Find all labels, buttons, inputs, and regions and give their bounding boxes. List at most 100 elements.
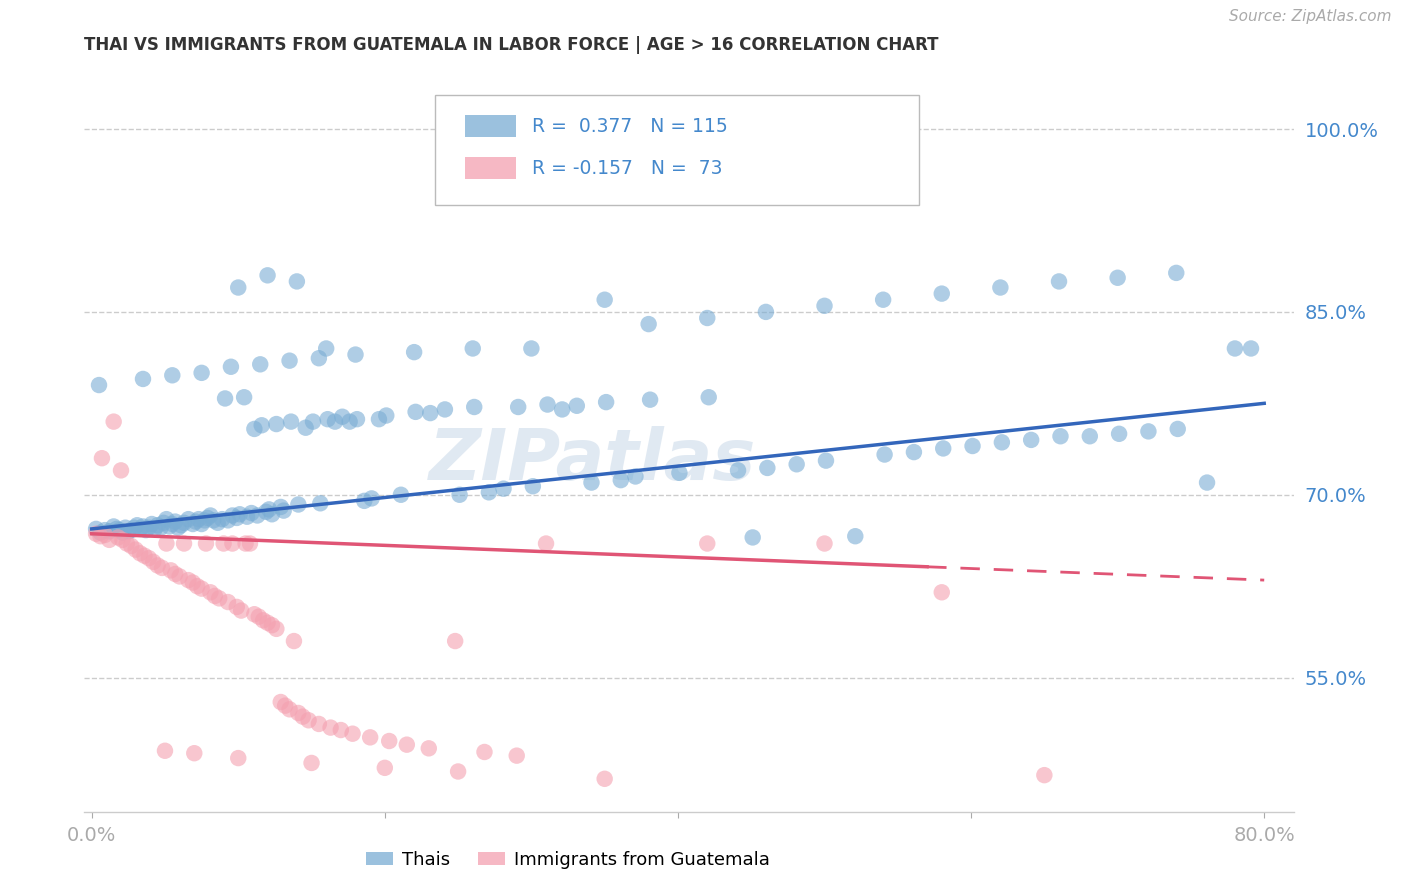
Point <box>346 412 368 426</box>
Point <box>207 516 229 530</box>
Point <box>228 508 250 522</box>
Point <box>474 745 496 759</box>
Point <box>219 359 242 374</box>
Point <box>110 463 132 477</box>
Point <box>254 505 277 519</box>
Point <box>931 286 953 301</box>
Point <box>239 536 262 550</box>
Point <box>214 392 236 406</box>
Point <box>94 528 117 542</box>
Point <box>1195 475 1218 490</box>
Point <box>240 506 263 520</box>
Point <box>316 412 339 426</box>
Point <box>124 542 146 557</box>
Point <box>197 511 219 525</box>
Point <box>146 558 169 573</box>
Point <box>183 746 205 760</box>
Point <box>165 567 187 582</box>
Point <box>184 515 207 529</box>
Point <box>447 764 470 779</box>
Text: ZIPatlas: ZIPatlas <box>429 426 756 495</box>
Point <box>193 513 215 527</box>
Point <box>135 523 157 537</box>
Point <box>1223 342 1246 356</box>
Point <box>260 508 283 522</box>
Point <box>624 469 647 483</box>
Point <box>143 522 166 536</box>
Point <box>755 305 778 319</box>
Point <box>638 392 661 407</box>
Point <box>257 502 280 516</box>
Point <box>138 551 160 566</box>
Point <box>506 748 529 763</box>
Point <box>111 525 134 540</box>
Legend: Thais, Immigrants from Guatemala: Thais, Immigrants from Guatemala <box>359 844 778 876</box>
Point <box>266 417 288 431</box>
Point <box>155 536 177 550</box>
Point <box>177 573 200 587</box>
Point <box>534 536 557 550</box>
Point <box>492 482 515 496</box>
Point <box>247 609 270 624</box>
Point <box>89 525 111 540</box>
Point <box>1107 270 1129 285</box>
Point <box>360 491 382 506</box>
Point <box>256 615 278 630</box>
Point <box>233 390 256 404</box>
Point <box>117 524 139 539</box>
Point <box>872 293 894 307</box>
Point <box>786 458 808 472</box>
Point <box>114 521 136 535</box>
Point <box>103 415 125 429</box>
Point <box>353 494 375 508</box>
Point <box>375 409 398 423</box>
Point <box>696 536 718 550</box>
Point <box>260 618 283 632</box>
Point <box>991 435 1014 450</box>
Point <box>374 761 396 775</box>
Point <box>181 575 204 590</box>
Point <box>287 498 309 512</box>
Point <box>637 317 659 331</box>
Point <box>990 280 1012 294</box>
Point <box>478 485 501 500</box>
FancyBboxPatch shape <box>434 95 918 204</box>
Point <box>595 395 617 409</box>
Point <box>186 579 208 593</box>
Point <box>323 415 346 429</box>
Point <box>212 536 235 550</box>
Point <box>508 400 530 414</box>
Point <box>302 415 325 429</box>
Point <box>309 496 332 510</box>
Point <box>330 409 353 424</box>
Point <box>1108 426 1130 441</box>
Point <box>308 351 330 366</box>
Point <box>200 585 222 599</box>
Point <box>170 518 193 533</box>
Point <box>359 731 381 745</box>
Point <box>274 698 297 713</box>
FancyBboxPatch shape <box>465 157 516 179</box>
Point <box>162 368 184 383</box>
Point <box>405 405 427 419</box>
Point <box>932 442 955 456</box>
Point <box>141 516 163 531</box>
Point <box>190 366 212 380</box>
Point <box>134 549 156 563</box>
Point <box>395 738 418 752</box>
Point <box>243 422 266 436</box>
Point <box>231 604 253 618</box>
Point <box>217 513 239 527</box>
Point <box>280 415 302 429</box>
Point <box>463 400 485 414</box>
Point <box>107 531 129 545</box>
Point <box>217 595 239 609</box>
Point <box>155 512 177 526</box>
Point <box>696 311 718 326</box>
Point <box>177 512 200 526</box>
Point <box>565 399 588 413</box>
Point <box>756 461 779 475</box>
Point <box>931 585 953 599</box>
Point <box>132 519 155 533</box>
Point <box>270 500 292 514</box>
